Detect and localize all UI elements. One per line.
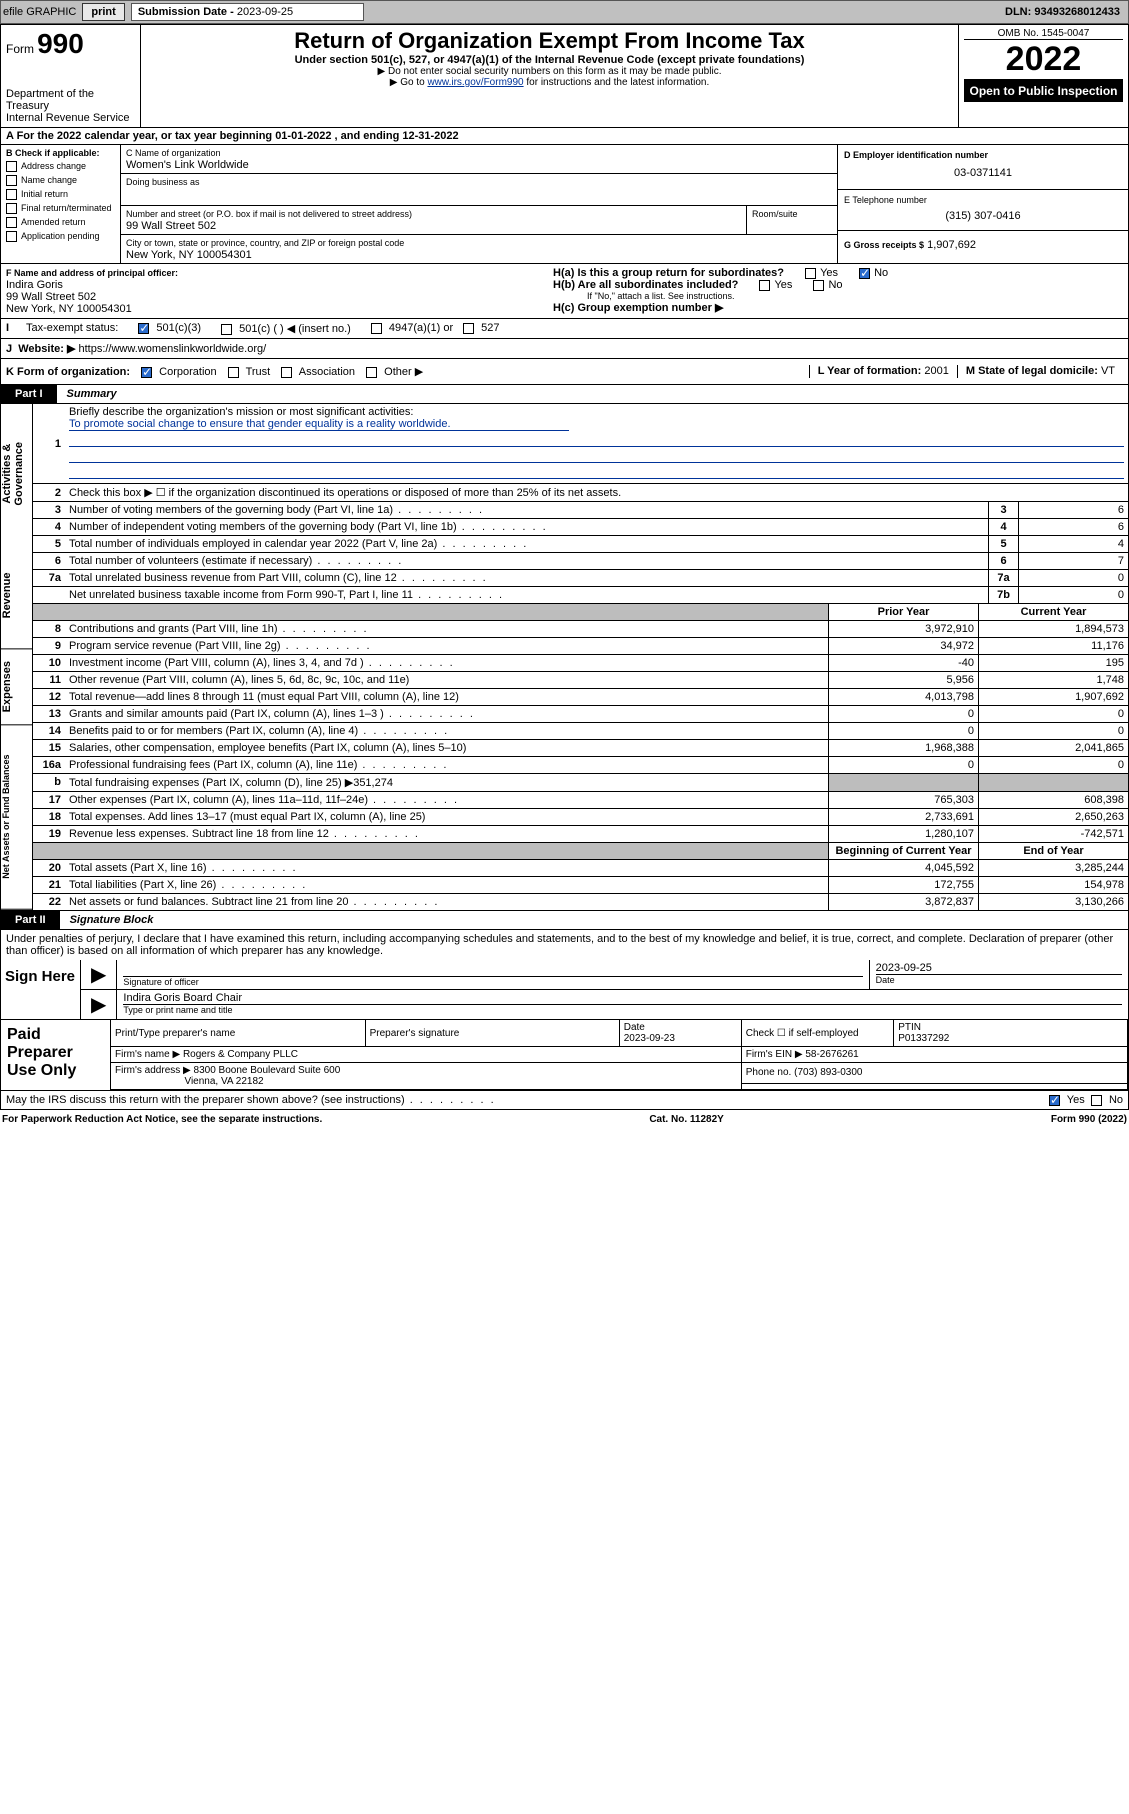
line-klm: K Form of organization: Corporation Trus…	[0, 359, 1129, 385]
section-b-to-g: B Check if applicable: Address change Na…	[0, 145, 1129, 264]
efile-label: efile GRAPHIC	[3, 6, 76, 18]
discuss-line: May the IRS discuss this return with the…	[0, 1091, 1129, 1110]
page-footer: For Paperwork Reduction Act Notice, see …	[0, 1110, 1129, 1129]
dept-treasury: Department of the Treasury	[6, 88, 135, 112]
line-j: J Website: ▶ https://www.womenslinkworld…	[0, 339, 1129, 359]
phone: (315) 307-0416	[844, 206, 1122, 226]
city-state-zip: New York, NY 100054301	[126, 249, 252, 261]
irs-link[interactable]: www.irs.gov/Form990	[427, 77, 523, 88]
omb-number: OMB No. 1545-0047	[964, 28, 1123, 40]
org-name: Women's Link Worldwide	[126, 159, 249, 171]
print-button[interactable]: print	[82, 3, 124, 21]
form-note1: Do not enter social security numbers on …	[146, 66, 953, 77]
checkbox-no-icon	[859, 268, 870, 279]
sign-here-label: Sign Here	[1, 960, 81, 1019]
dln: DLN: 93493268012433	[1005, 6, 1126, 18]
checkbox-501c3-icon	[138, 323, 149, 334]
line-1: Briefly describe the organization's miss…	[65, 404, 1128, 483]
line-2: Check this box ▶ ☐ if the organization d…	[65, 484, 1128, 501]
form-word: Form	[6, 42, 34, 56]
part-ii-header: Part II Signature Block	[0, 911, 1129, 930]
vertical-tabs: Activities & Governance Revenue Expenses…	[1, 404, 33, 910]
irs-label: Internal Revenue Service	[6, 112, 135, 124]
form-note2: Go to www.irs.gov/Form990 for instructio…	[146, 77, 953, 88]
line-i: I Tax-exempt status: 501(c)(3) 501(c) ( …	[0, 319, 1129, 339]
box-f: F Name and address of principal officer:…	[1, 264, 548, 318]
form-number: 990	[37, 28, 84, 59]
submission-date: Submission Date - 2023-09-25	[131, 3, 364, 21]
officer-name: Indira Goris Board Chair	[123, 992, 242, 1004]
box-deg: D Employer identification number 03-0371…	[838, 145, 1128, 263]
checkbox-yes-icon	[1049, 1095, 1060, 1106]
arrow-icon	[81, 960, 117, 989]
line-a: A For the 2022 calendar year, or tax yea…	[0, 128, 1129, 145]
form-title: Return of Organization Exempt From Incom…	[146, 28, 953, 54]
box-b: B Check if applicable: Address change Na…	[1, 145, 121, 263]
box-h: H(a) Is this a group return for subordin…	[548, 264, 1128, 318]
tax-year: 2022	[964, 40, 1123, 80]
paid-preparer: Paid Preparer Use Only Print/Type prepar…	[0, 1020, 1129, 1091]
street-address: 99 Wall Street 502	[126, 220, 216, 232]
arrow-icon	[81, 990, 117, 1019]
section-f-h: F Name and address of principal officer:…	[0, 264, 1129, 319]
mission-text: To promote social change to ensure that …	[69, 418, 569, 431]
summary-table: Activities & Governance Revenue Expenses…	[0, 404, 1129, 911]
topbar: efile GRAPHIC print Submission Date - 20…	[0, 0, 1129, 24]
checkbox-corp-icon	[141, 367, 152, 378]
website: https://www.womenslinkworldwide.org/	[78, 343, 266, 355]
signature-block: Under penalties of perjury, I declare th…	[0, 930, 1129, 1020]
gross-receipts: 1,907,692	[927, 239, 976, 251]
declaration: Under penalties of perjury, I declare th…	[1, 930, 1128, 960]
form-subtitle: Under section 501(c), 527, or 4947(a)(1)…	[146, 54, 953, 66]
part-i-header: Part I Summary	[0, 385, 1129, 404]
box-c: C Name of organization Women's Link Worl…	[121, 145, 838, 263]
form-header: Form 990 Department of the Treasury Inte…	[0, 24, 1129, 128]
ein: 03-0371141	[844, 161, 1122, 185]
open-to-public: Open to Public Inspection	[964, 80, 1123, 102]
